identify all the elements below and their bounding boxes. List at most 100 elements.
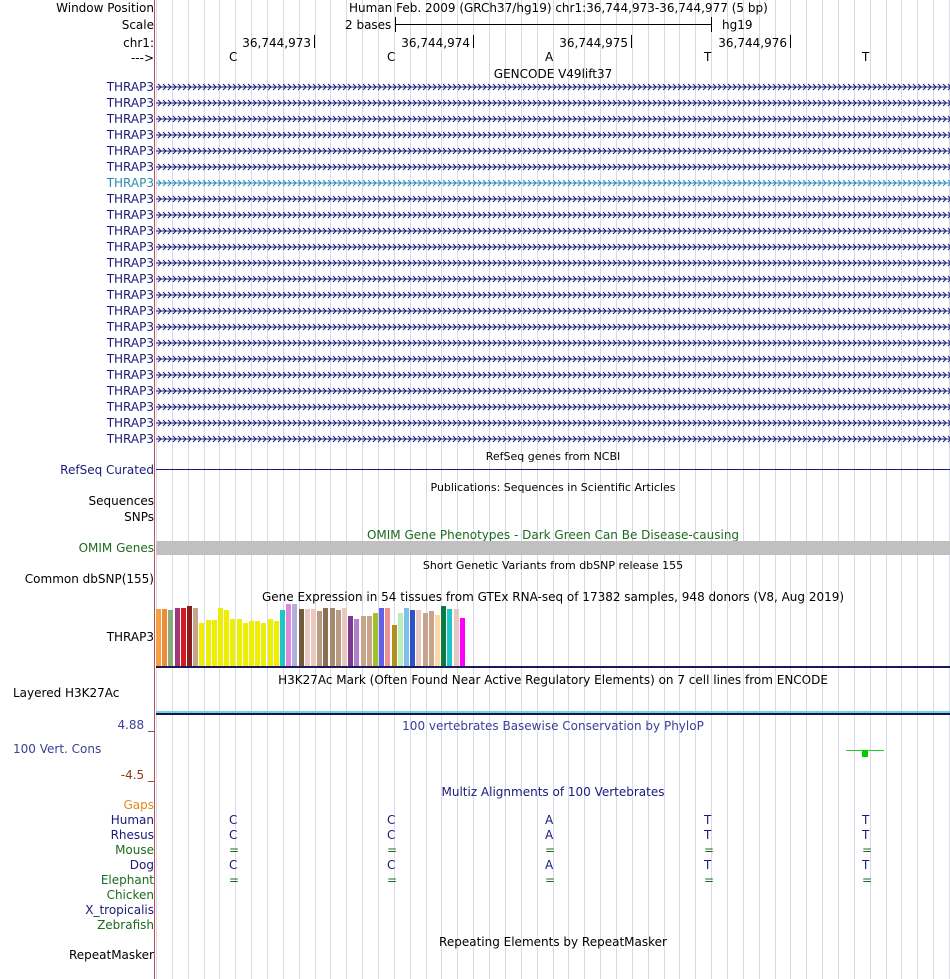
gencode-row-label[interactable]: THRAP3 [106,128,154,142]
gencode-transcript[interactable] [156,176,950,192]
gencode-row-label[interactable]: THRAP3 [106,240,154,254]
gencode-row-label[interactable]: THRAP3 [106,176,154,190]
repeatmasker-track-label[interactable]: RepeatMasker [68,948,154,962]
h3k27ac-signal[interactable] [156,711,950,713]
gtex-tissue-bar[interactable] [193,608,198,666]
gtex-tissue-bar[interactable] [181,608,186,666]
gencode-transcript[interactable] [156,128,950,144]
gencode-transcript[interactable] [156,384,950,400]
sequences-label[interactable]: Sequences [88,494,154,508]
gtex-tissue-bar[interactable] [392,625,397,666]
gencode-row-label[interactable]: THRAP3 [106,288,154,302]
omim-track-label[interactable]: OMIM Genes [78,541,154,555]
gtex-tissue-bar[interactable] [410,610,415,666]
gtex-tissue-bar[interactable] [336,610,341,666]
gencode-row-label[interactable]: THRAP3 [106,384,154,398]
gencode-transcript[interactable] [156,160,950,176]
gencode-transcript[interactable] [156,96,950,112]
gtex-tissue-bar[interactable] [249,621,254,666]
gtex-tissue-bar[interactable] [206,620,211,666]
gtex-tissue-bar[interactable] [398,613,403,666]
gtex-tissue-bar[interactable] [305,609,310,666]
dbsnp-track-label[interactable]: Common dbSNP(155) [24,572,154,586]
gtex-tissue-bar[interactable] [168,610,173,666]
gencode-row-label[interactable]: THRAP3 [106,256,154,270]
species-label[interactable]: Dog [129,858,154,872]
gencode-transcript[interactable] [156,352,950,368]
gtex-tissue-bar[interactable] [379,608,384,666]
gtex-tissue-bar[interactable] [261,623,266,666]
gtex-bar-chart[interactable] [156,604,536,666]
gtex-tissue-bar[interactable] [404,608,409,666]
gencode-transcript[interactable] [156,224,950,240]
gtex-tissue-bar[interactable] [367,616,372,666]
gtex-tissue-bar[interactable] [354,619,359,666]
gencode-row-label[interactable]: THRAP3 [106,336,154,350]
gtex-tissue-bar[interactable] [280,610,285,666]
gtex-tissue-bar[interactable] [342,608,347,666]
species-label[interactable]: Rhesus [110,828,154,842]
gencode-transcript[interactable] [156,208,950,224]
gencode-transcript[interactable] [156,432,950,448]
species-label[interactable]: Elephant [100,873,154,887]
gencode-transcript[interactable] [156,192,950,208]
gencode-row-label[interactable]: THRAP3 [106,224,154,238]
gencode-transcript[interactable] [156,80,950,96]
gtex-tissue-bar[interactable] [237,619,242,666]
phylop-score-bar[interactable] [862,750,868,757]
species-label[interactable]: Human [110,813,154,827]
gtex-track-label[interactable]: THRAP3 [106,630,154,644]
gtex-tissue-bar[interactable] [323,608,328,666]
gtex-tissue-bar[interactable] [199,623,204,666]
gencode-transcript[interactable] [156,368,950,384]
gtex-tissue-bar[interactable] [156,609,161,666]
gtex-tissue-bar[interactable] [385,608,390,666]
gtex-tissue-bar[interactable] [162,609,167,666]
gtex-tissue-bar[interactable] [187,606,192,666]
gencode-transcript[interactable] [156,144,950,160]
species-label[interactable]: Mouse [115,843,154,857]
gencode-transcript[interactable] [156,320,950,336]
gencode-row-label[interactable]: THRAP3 [106,272,154,286]
gtex-tissue-bar[interactable] [230,619,235,666]
gtex-tissue-bar[interactable] [255,621,260,666]
refseq-line[interactable] [156,469,950,470]
gencode-transcript[interactable] [156,288,950,304]
gencode-transcript[interactable] [156,112,950,128]
gencode-row-label[interactable]: THRAP3 [106,432,154,446]
gtex-tissue-bar[interactable] [416,610,421,666]
omim-gray-band[interactable] [156,541,950,555]
gencode-row-label[interactable]: THRAP3 [106,320,154,334]
gencode-row-label[interactable]: THRAP3 [106,192,154,206]
gtex-tissue-bar[interactable] [292,604,297,666]
gtex-tissue-bar[interactable] [299,609,304,666]
species-label[interactable]: Chicken [106,888,154,902]
gtex-tissue-bar[interactable] [460,618,465,666]
gtex-tissue-bar[interactable] [435,615,440,666]
gtex-tissue-bar[interactable] [348,616,353,666]
gtex-tissue-bar[interactable] [317,611,322,666]
gencode-row-label[interactable]: THRAP3 [106,352,154,366]
gtex-tissue-bar[interactable] [212,620,217,666]
phylop-track-label[interactable]: 100 Vert. Cons [13,742,102,756]
gencode-row-label[interactable]: THRAP3 [106,208,154,222]
gtex-tissue-bar[interactable] [361,616,366,666]
species-label[interactable]: Zebrafish [97,918,154,932]
gencode-row-label[interactable]: THRAP3 [106,144,154,158]
gtex-tissue-bar[interactable] [330,608,335,666]
snps-label[interactable]: SNPs [124,510,154,524]
gtex-tissue-bar[interactable] [423,613,428,666]
gtex-tissue-bar[interactable] [218,608,223,666]
gtex-tissue-bar[interactable] [441,606,446,666]
gtex-tissue-bar[interactable] [224,610,229,666]
h3k27ac-track-label[interactable]: Layered H3K27Ac [13,686,120,700]
gencode-row-label[interactable]: THRAP3 [106,416,154,430]
gtex-tissue-bar[interactable] [286,604,291,666]
gencode-transcript[interactable] [156,256,950,272]
gtex-tissue-bar[interactable] [373,613,378,666]
gtex-tissue-bar[interactable] [243,623,248,666]
gencode-transcript[interactable] [156,336,950,352]
gencode-row-label[interactable]: THRAP3 [106,160,154,174]
gencode-row-label[interactable]: THRAP3 [106,96,154,110]
gtex-tissue-bar[interactable] [447,609,452,666]
